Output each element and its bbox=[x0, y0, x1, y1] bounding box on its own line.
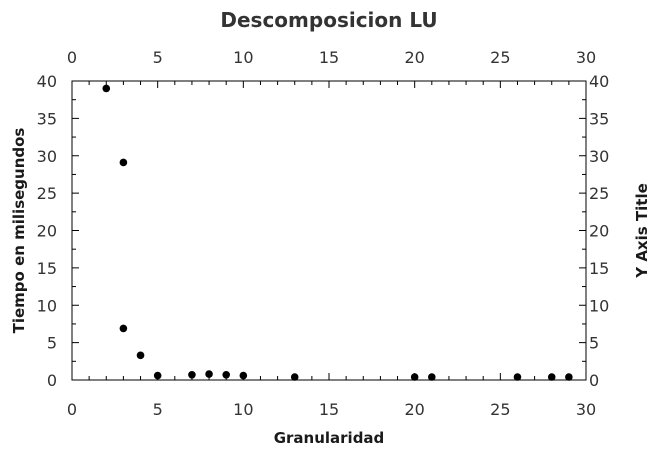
y-right-tick-label: 30 bbox=[589, 147, 609, 166]
x-top-tick-label: 15 bbox=[319, 48, 339, 67]
data-point bbox=[547, 373, 556, 381]
data-point bbox=[136, 351, 145, 360]
data-point bbox=[565, 373, 573, 381]
y-tick-label: 30 bbox=[37, 147, 57, 166]
data-point bbox=[222, 370, 230, 379]
x-tick-label: 20 bbox=[404, 400, 424, 419]
x-tick-label: 10 bbox=[233, 400, 253, 419]
x-top-tick-label: 0 bbox=[67, 48, 77, 67]
y-right-tick-label: 35 bbox=[589, 109, 609, 128]
y-right-tick-label: 10 bbox=[589, 296, 609, 315]
y-tick-label: 5 bbox=[47, 334, 57, 353]
y-right-tick-label: 25 bbox=[589, 184, 609, 203]
x-tick-label: 30 bbox=[576, 400, 596, 419]
x-top-tick-label: 25 bbox=[490, 48, 510, 67]
x-top-tick-label: 10 bbox=[233, 48, 253, 67]
y-tick-label: 20 bbox=[37, 222, 57, 241]
data-point bbox=[428, 373, 436, 381]
y-right-tick-label: 15 bbox=[589, 259, 609, 278]
y-right-tick-label: 40 bbox=[589, 72, 609, 91]
data-point bbox=[102, 84, 111, 93]
data-point bbox=[239, 371, 248, 380]
data-point bbox=[153, 371, 162, 380]
chart-title: Descomposicion LU bbox=[220, 8, 437, 32]
x-tick-label: 0 bbox=[67, 400, 77, 419]
data-point bbox=[513, 373, 522, 381]
x-tick-label: 15 bbox=[319, 400, 339, 419]
data-point bbox=[119, 158, 128, 167]
y-tick-label: 15 bbox=[37, 259, 57, 278]
data-point bbox=[290, 373, 299, 381]
x-top-tick-label: 20 bbox=[404, 48, 424, 67]
y-tick-label: 40 bbox=[37, 72, 57, 91]
y-right-tick-label: 20 bbox=[589, 222, 609, 241]
y-tick-label: 10 bbox=[37, 296, 57, 315]
data-point bbox=[205, 370, 213, 378]
y-tick-label: 25 bbox=[37, 184, 57, 203]
x-top-tick-label: 5 bbox=[153, 48, 163, 67]
y-tick-label: 0 bbox=[47, 371, 57, 390]
x-axis-title: Granularidad bbox=[274, 429, 385, 447]
x-tick-label: 5 bbox=[153, 400, 163, 419]
y-axis-title: Tiempo en milisegundos bbox=[10, 128, 28, 334]
data-point bbox=[410, 373, 419, 381]
y-right-tick-label: 0 bbox=[589, 371, 599, 390]
x-top-tick-label: 30 bbox=[576, 48, 596, 67]
y-axis-right-title: Y Axis Title bbox=[633, 183, 651, 279]
x-tick-label: 25 bbox=[490, 400, 510, 419]
data-point bbox=[188, 370, 196, 379]
y-tick-label: 35 bbox=[37, 109, 57, 128]
data-point bbox=[119, 324, 128, 333]
y-right-tick-label: 5 bbox=[589, 334, 599, 353]
data-points bbox=[102, 84, 573, 381]
